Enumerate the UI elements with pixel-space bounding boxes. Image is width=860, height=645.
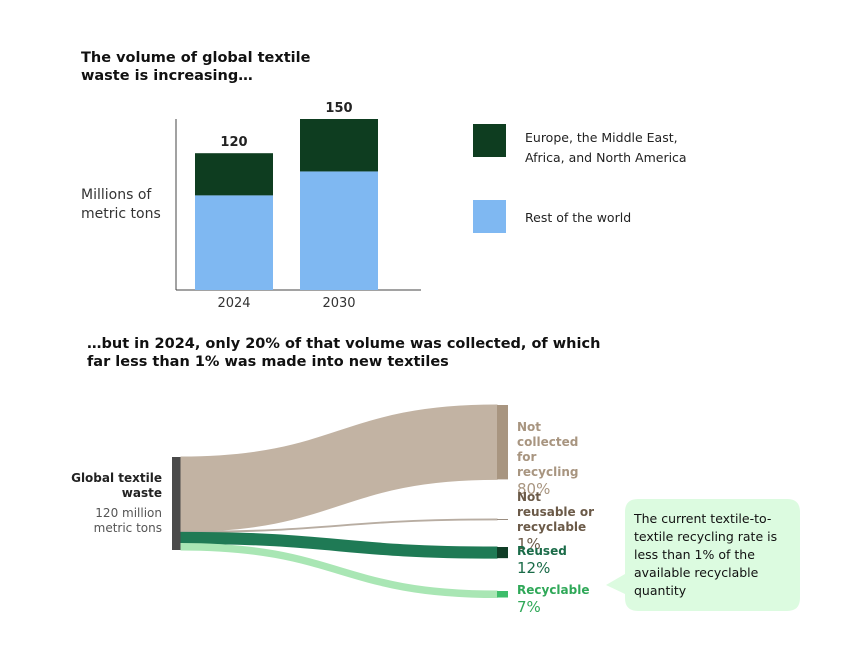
flow-value: 12% [517,559,551,577]
chart-title: …but in 2024, only 20% of that volume wa… [87,336,601,370]
flow-label: Reused [517,544,567,558]
legend-label: Europe, the Middle East, Africa, and Nor… [525,130,687,165]
flow-value: 80% [517,480,551,498]
flow-label: Not reusable or recyclable [517,490,595,534]
chart-title: The volume of global textile waste is in… [81,50,311,84]
flow-label: Recyclable [517,583,590,597]
legend-label: Rest of the world [525,210,632,225]
source-label: Global textile waste [71,471,162,500]
target-node [497,547,508,559]
x-tick-label: 2024 [217,296,250,311]
callout-text: The current textile-to-textile recycling… [634,511,778,598]
flow-label: Not collected for recycling [517,420,579,479]
x-tick-label: 2030 [322,296,355,311]
bar-segment [195,153,273,196]
legend-swatch [473,124,506,157]
flow [180,404,498,532]
target-node [497,405,508,480]
source-note: 120 million metric tons [93,506,162,535]
legend-swatch [473,200,506,233]
flow-value: 1% [517,535,541,553]
target-node [497,519,508,520]
total-label: 150 [325,101,352,116]
flow-value: 7% [517,598,541,616]
total-label: 120 [220,135,247,150]
source-node [172,457,181,550]
bar-segment [300,171,378,290]
target-node [497,591,508,598]
callout-box [606,499,800,611]
y-axis-label: Millions of metric tons [81,187,161,222]
bar-segment [195,195,273,290]
bar-segment [300,119,378,172]
